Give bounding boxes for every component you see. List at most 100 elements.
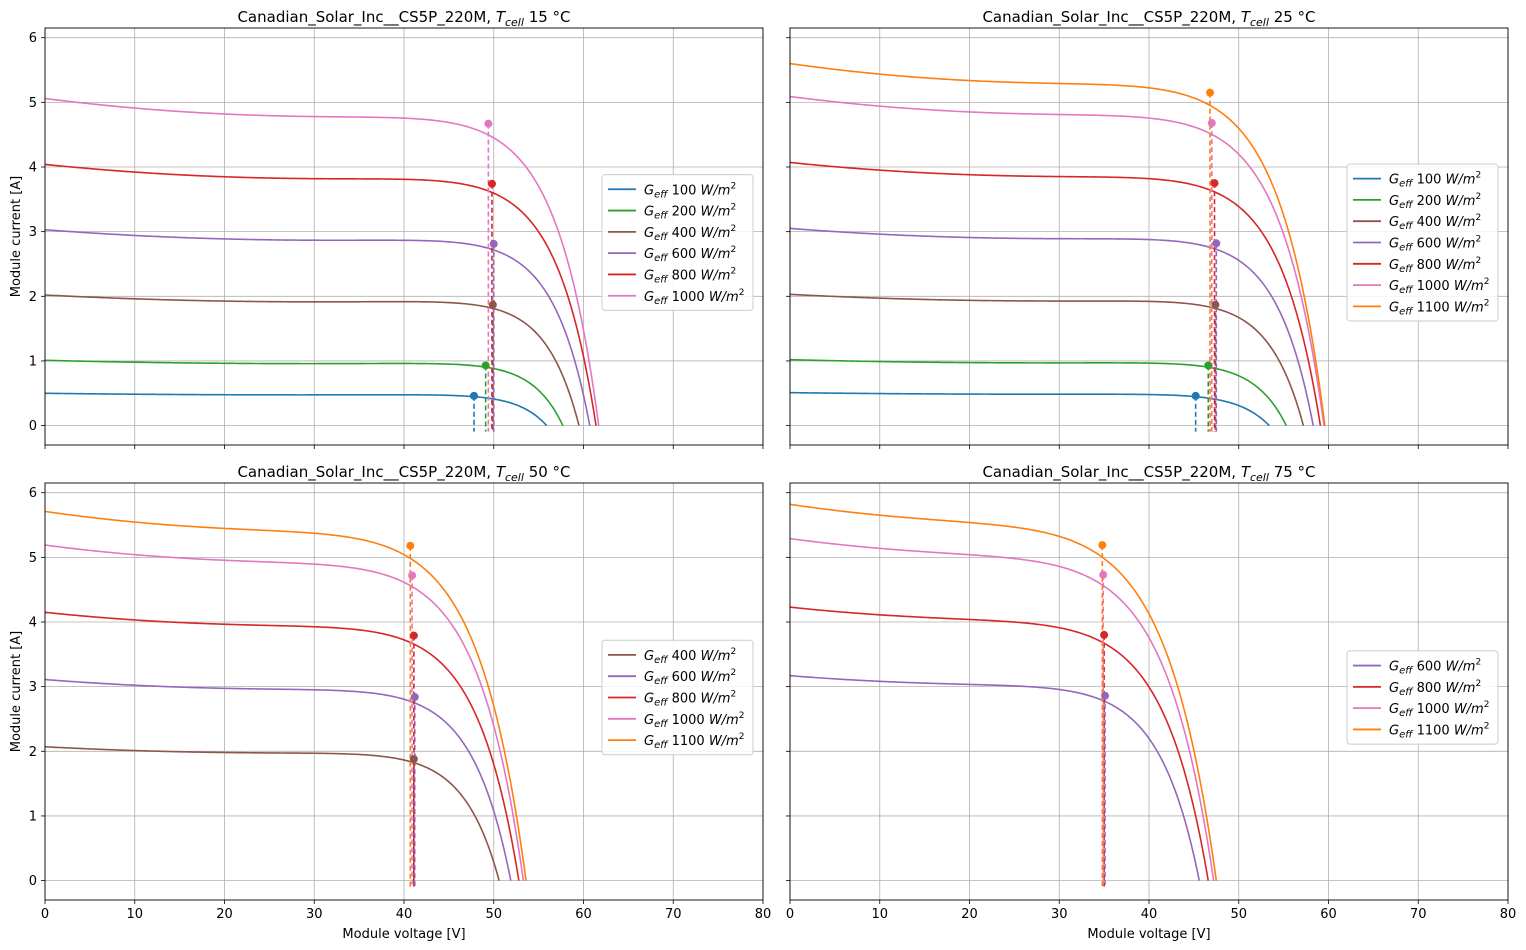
iv-curve-400 [790, 293, 1305, 426]
chart-panel-1: 0 1 2 3 4 5 6 Canadian_Solar_Inc__CS5P_220M, Tc… [9, 8, 764, 449]
legend-label-1000: Geff 1000 W/m2 [1389, 277, 1489, 296]
iv-curve-1000 [790, 95, 1325, 426]
mpp-marker-200 [481, 361, 490, 370]
legend-label-600: Geff 600 W/m2 [644, 245, 736, 264]
legend-label-1000: Geff 1000 W/m2 [644, 711, 744, 730]
y-tick-label: 1 [29, 354, 37, 369]
x-tick-label: 10 [871, 907, 888, 922]
legend-label-100: Geff 100 W/m2 [1389, 171, 1481, 190]
plot-area [790, 62, 1326, 432]
legend-box [601, 174, 754, 311]
x-tick-label: 60 [1320, 907, 1337, 922]
chart-panel-4: 0 10 20 30 40 50 60 70 80 Canadian_Solar_Inc__CS5… [786, 463, 1516, 942]
legend-label-600: Geff 600 W/m2 [644, 668, 736, 687]
x-tick-label: 80 [1500, 907, 1517, 922]
iv-curve-1000 [45, 97, 600, 426]
y-axis-label: Module current [A] [9, 631, 24, 752]
iv-curve-800 [790, 606, 1210, 881]
y-tick-label: 0 [29, 419, 37, 434]
x-tick-label: 30 [306, 907, 323, 922]
plot-area [45, 97, 600, 432]
chart-panel-3: 0 10 20 30 40 50 60 70 80 0 1 2 3 4 5 6 Canadian_Solar_I… [9, 463, 771, 942]
x-tick-label: 50 [1230, 907, 1247, 922]
mpp-marker-600 [1212, 239, 1221, 248]
mpp-marker-1000 [1207, 119, 1216, 128]
legend-label-600: Geff 600 W/m2 [1389, 235, 1481, 254]
x-tick-label: 30 [1051, 907, 1068, 922]
iv-curve-800 [45, 611, 520, 881]
legend-label-800: Geff 800 W/m2 [1389, 256, 1481, 275]
iv-curve-200 [790, 358, 1288, 426]
mpp-marker-1100 [406, 541, 415, 550]
legend-label-1100: Geff 1100 W/m2 [644, 732, 744, 751]
legend-box [1346, 650, 1499, 745]
iv-curve-1100 [45, 510, 527, 881]
legend-label-400: Geff 400 W/m2 [1389, 213, 1481, 232]
iv-curve-1100 [790, 503, 1218, 881]
iv-curve-800 [45, 163, 597, 426]
legend-label-200: Geff 200 W/m2 [1389, 192, 1481, 211]
mpp-marker-400 [1211, 300, 1220, 309]
chart-title: Canadian_Solar_Inc__CS5P_220M, Tcell 75 … [982, 463, 1315, 484]
y-tick-label: 5 [29, 96, 37, 111]
plot-area [45, 510, 527, 887]
legend-box [601, 639, 754, 756]
iv-curve-400 [45, 745, 500, 881]
iv-curve-100 [45, 392, 548, 427]
legend-label-1100: Geff 1100 W/m2 [1389, 298, 1489, 317]
y-tick-label: 5 [29, 551, 37, 566]
legend: Geff 100 W/m2 Geff 200 W/m2 Geff 400 W/m2 G… [1346, 163, 1499, 322]
mpp-marker-800 [409, 631, 418, 640]
mpp-marker-800 [1210, 179, 1219, 188]
chart-title: Canadian_Solar_Inc__CS5P_220M, Tcell 25 … [982, 8, 1315, 29]
y-tick-label: 3 [29, 680, 37, 695]
mpp-marker-1000 [484, 119, 493, 128]
iv-curve-800 [790, 161, 1322, 426]
iv-curve-600 [790, 674, 1201, 881]
x-tick-label: 50 [485, 907, 502, 922]
chart-panel-2: Canadian_Solar_Inc__CS5P_220M, Tcell 25 … [786, 8, 1509, 449]
y-tick-label: 0 [29, 874, 37, 889]
y-tick-label: 4 [29, 161, 37, 176]
iv-curve-400 [45, 294, 580, 426]
legend: Geff 100 W/m2 Geff 200 W/m2 Geff 400 W/m2 G… [601, 174, 754, 311]
mpp-marker-600 [489, 239, 498, 248]
x-tick-label: 70 [1410, 907, 1427, 922]
chart-title: Canadian_Solar_Inc__CS5P_220M, Tcell 15 … [237, 8, 570, 29]
iv-curve-1000 [790, 537, 1215, 881]
iv-curve-1100 [790, 62, 1326, 426]
legend-label-100: Geff 100 W/m2 [644, 181, 736, 200]
legend-label-1000: Geff 1000 W/m2 [1389, 700, 1489, 719]
legend-label-200: Geff 200 W/m2 [644, 203, 736, 222]
chart-title: Canadian_Solar_Inc__CS5P_220M, Tcell 50 … [237, 463, 570, 484]
y-tick-label: 3 [29, 225, 37, 240]
mpp-marker-1100 [1206, 88, 1215, 97]
legend-label-1000: Geff 1000 W/m2 [644, 288, 744, 307]
mpp-marker-800 [487, 179, 496, 188]
legend-label-800: Geff 800 W/m2 [644, 266, 736, 285]
y-tick-label: 6 [29, 486, 37, 501]
legend-label-400: Geff 400 W/m2 [644, 224, 736, 243]
x-tick-label: 0 [786, 907, 794, 922]
iv-curve-1000 [45, 544, 525, 881]
legend-label-600: Geff 600 W/m2 [1389, 658, 1481, 677]
mpp-marker-800 [1100, 630, 1109, 639]
mpp-marker-1100 [1098, 541, 1107, 550]
legend: Geff 400 W/m2 Geff 600 W/m2 Geff 800 W/m2 G… [601, 639, 754, 756]
mpp-marker-400 [488, 300, 497, 309]
y-tick-label: 6 [29, 31, 37, 46]
legend-label-1100: Geff 1100 W/m2 [1389, 721, 1489, 740]
mpp-marker-1000 [1099, 570, 1108, 579]
iv-curve-200 [45, 359, 564, 426]
mpp-marker-600 [410, 692, 419, 701]
x-tick-label: 40 [396, 907, 413, 922]
mpp-marker-600 [1101, 691, 1110, 700]
legend-box [1346, 163, 1499, 322]
x-tick-label: 80 [755, 907, 772, 922]
y-tick-label: 2 [29, 745, 37, 760]
x-tick-label: 70 [665, 907, 682, 922]
x-tick-label: 20 [961, 907, 978, 922]
x-axis-label: Module voltage [V] [1087, 927, 1210, 942]
y-tick-label: 4 [29, 616, 37, 631]
